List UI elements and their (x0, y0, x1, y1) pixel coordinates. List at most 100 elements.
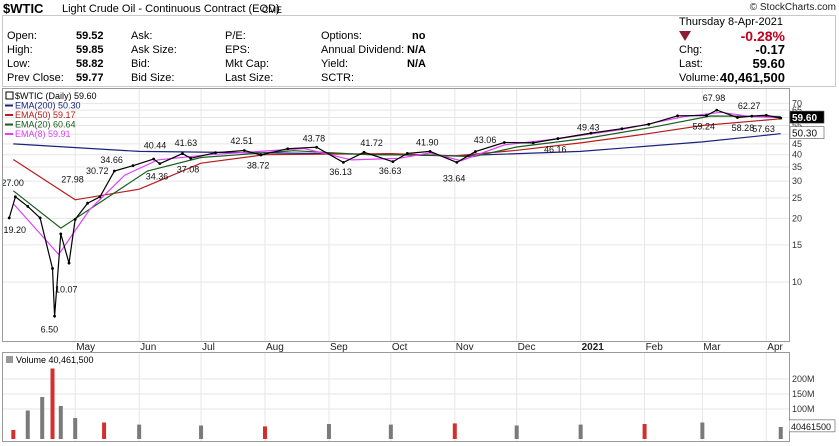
price-annotation: 62.27 (738, 101, 761, 111)
volume-bar (388, 424, 393, 439)
price-annotation: 46.16 (544, 145, 567, 155)
volume-panel: Volume 40,461,500 (2, 352, 790, 442)
price-annotation: 30.72 (86, 166, 109, 176)
price-point (113, 169, 116, 173)
price-point (242, 149, 246, 152)
price-point (428, 149, 432, 153)
low-label: Low: (7, 58, 31, 70)
sctr-label: SCTR: (321, 72, 354, 84)
price-point (86, 201, 89, 205)
y-tick-label: 20 (792, 213, 802, 223)
price-annotation: 33.64 (443, 174, 466, 184)
price-point (736, 116, 739, 119)
x-tick-label: Nov (456, 342, 474, 353)
volume-axis: 200M 150M 100M 40461500 (789, 374, 836, 433)
price-point (26, 204, 30, 208)
volume-bar (642, 424, 647, 439)
volume-bar (40, 397, 45, 439)
bid-label: Bid: (131, 58, 150, 70)
price-annotation: 42.51 (230, 136, 253, 146)
price-annotation: 59.24 (692, 122, 715, 132)
price-point (7, 216, 11, 220)
quote-date: Thursday 8-Apr-2021 (679, 16, 783, 28)
volume-legend: Volume 40,461,500 (6, 355, 94, 365)
volume-bar (58, 406, 63, 439)
price-point (676, 114, 679, 118)
price-tag (789, 126, 825, 139)
price-point (715, 108, 719, 112)
volume-chart[interactable]: Volume 40,461,500 (3, 353, 789, 441)
x-tick-label: Jun (140, 342, 156, 353)
price-point (152, 157, 155, 161)
price-point (589, 131, 593, 135)
x-tick-label: Oct (392, 342, 408, 353)
chg-value: -0.17 (755, 42, 785, 57)
volume-bar (50, 368, 55, 439)
volume-bar (514, 425, 519, 439)
price-point (705, 114, 708, 117)
volume-tag-label: 40461500 (791, 422, 831, 432)
price-annotation: 41.72 (360, 138, 383, 148)
price-point (620, 127, 624, 131)
change-percent: -0.28% (740, 28, 785, 44)
price-point (98, 195, 102, 199)
price-point (647, 122, 651, 126)
x-tick-label: Mar (703, 342, 721, 353)
price-annotation: 67.98 (703, 93, 726, 103)
price-point (764, 113, 768, 117)
x-tick-label: Apr (767, 342, 783, 353)
symbol-title: $WTIC (3, 1, 44, 16)
yield-value: N/A (407, 58, 426, 70)
volume-bar (452, 423, 457, 439)
y-tick-label: 55 (792, 120, 802, 130)
high-value: 59.85 (76, 44, 104, 56)
price-point (455, 161, 459, 164)
price-point (531, 141, 535, 145)
volume-bar (700, 422, 705, 439)
pe-label: P/E: (225, 30, 246, 42)
price-point (38, 216, 42, 220)
volume-tag (789, 419, 836, 433)
x-tick-label: May (76, 342, 95, 353)
price-point (214, 151, 217, 155)
open-label: Open: (7, 30, 37, 42)
annual-dividend-value: N/A (407, 44, 426, 56)
price-point (51, 267, 54, 270)
price-panel: 27.00 19.20 6.50 10.07 27.98 30.72 34.66 34.36 4… (1, 88, 790, 342)
y-tick-label: 40 (792, 150, 802, 160)
price-point (286, 147, 290, 151)
x-tick-label: Sep (330, 342, 348, 353)
price-point (502, 141, 506, 144)
last-value: 59.60 (752, 56, 785, 71)
volume-bar (137, 424, 142, 439)
volume-bar (25, 410, 30, 439)
time-axis: May Jun Jul Aug Sep Oct Nov Dec 2021 Feb Mar Apr (76, 342, 783, 353)
open-value: 59.52 (76, 30, 104, 42)
copyright-notice[interactable]: © StockCharts.com (749, 2, 836, 13)
volume-grid (3, 353, 789, 441)
x-tick-label: 2021 (582, 342, 605, 353)
price-annotation: 34.36 (146, 172, 169, 182)
low-value: 58.82 (76, 58, 104, 70)
legend-swatch (5, 91, 14, 100)
price-annotation: 49.43 (577, 122, 600, 132)
price-annotation: 41.63 (175, 138, 198, 148)
volume-bar (778, 427, 783, 439)
y-tick-label: 200M (792, 374, 815, 384)
price-tag (789, 110, 825, 124)
prev-close-label: Prev Close: (7, 72, 64, 84)
price-point (181, 152, 184, 156)
price-point (362, 150, 366, 154)
price-point (556, 137, 560, 140)
volume-value: 40,461,500 (719, 70, 785, 85)
y-tick-label: 10 (792, 277, 802, 287)
price-point (131, 164, 135, 168)
y-tick-label: 45 (792, 139, 802, 149)
price-point (158, 162, 162, 166)
price-point (67, 261, 71, 265)
annual-dividend-label: Annual Dividend: (321, 44, 405, 56)
yield-label: Yield: (321, 58, 349, 70)
volume-bar (578, 424, 583, 439)
